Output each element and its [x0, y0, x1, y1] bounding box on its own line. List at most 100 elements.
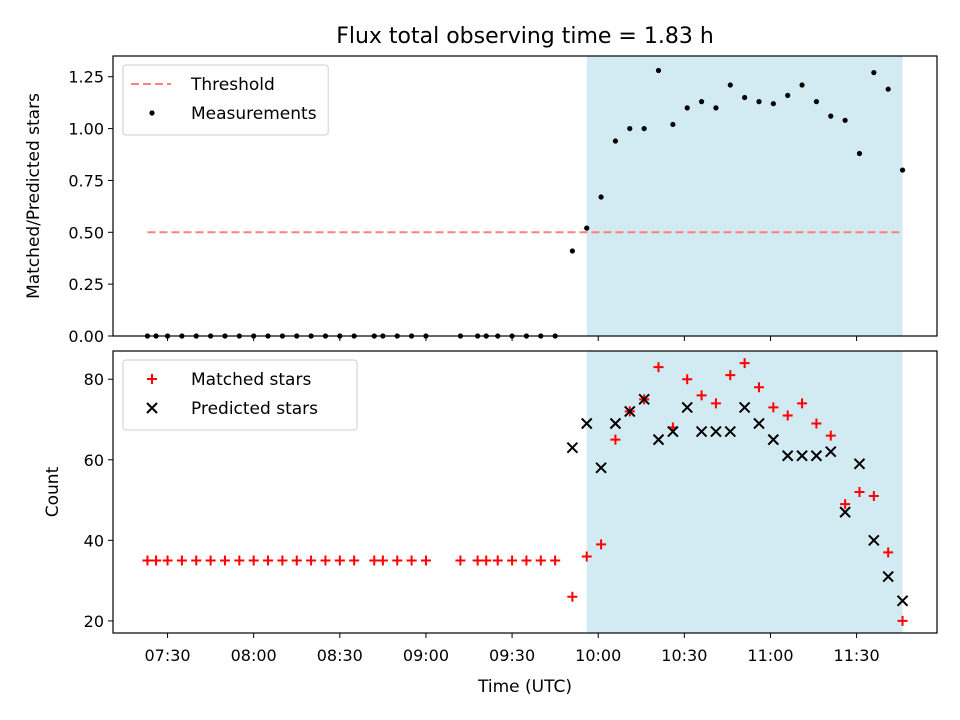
y-tick-label: 0.00	[68, 327, 104, 346]
data-point	[142, 555, 153, 566]
data-point	[567, 591, 578, 602]
data-point	[785, 92, 791, 99]
y-tick-label: 60	[84, 451, 104, 470]
data-point	[248, 555, 259, 566]
data-point	[624, 405, 636, 418]
data-point	[151, 555, 162, 566]
data-point	[627, 125, 633, 132]
data-point	[610, 434, 621, 445]
data-point	[899, 167, 906, 173]
x-tick-label: 08:00	[231, 646, 277, 665]
data-point	[868, 491, 879, 502]
data-point	[507, 555, 518, 566]
data-point	[710, 398, 721, 409]
y-tick-label: 40	[84, 531, 104, 550]
data-point	[596, 539, 607, 550]
data-point	[883, 547, 894, 558]
data-point	[856, 150, 863, 157]
data-point	[263, 555, 274, 566]
data-point	[472, 555, 483, 566]
observing-window-shade	[586, 351, 903, 633]
data-point	[695, 425, 708, 438]
data-point	[696, 390, 707, 401]
data-point	[176, 555, 187, 566]
legend-label: Matched stars	[191, 370, 311, 390]
axes-frame	[112, 55, 938, 337]
data-point	[377, 555, 388, 566]
data-point	[825, 430, 836, 441]
data-point	[682, 374, 693, 385]
data-point	[581, 551, 592, 562]
data-point	[782, 410, 793, 421]
data-point	[681, 401, 693, 414]
data-point	[684, 105, 690, 111]
series-predicted-stars	[566, 393, 909, 607]
top-panel: 0.00 0.25 0.50 0.75 1.00 1.25 Matched/Predicte…	[24, 55, 938, 346]
data-point	[369, 555, 380, 566]
y-tick-label: 1.25	[68, 68, 104, 87]
data-point	[277, 555, 288, 566]
y-tick-label: 0.25	[68, 275, 104, 294]
data-point	[742, 94, 748, 101]
data-point	[320, 555, 331, 566]
data-point	[641, 125, 647, 132]
data-point	[219, 555, 230, 566]
data-point	[840, 499, 851, 510]
y-tick-label: 0.50	[68, 223, 104, 242]
data-point	[768, 402, 779, 413]
data-point	[724, 425, 736, 438]
data-point	[727, 82, 733, 88]
data-point	[609, 417, 622, 430]
data-point	[569, 248, 575, 254]
data-point	[738, 401, 751, 414]
data-point	[420, 555, 431, 566]
data-point	[796, 450, 808, 462]
data-point	[871, 69, 877, 76]
x-tick-label: 08:30	[317, 646, 363, 665]
data-point	[810, 450, 823, 462]
data-point	[868, 534, 880, 547]
data-point	[670, 121, 676, 128]
data-point	[781, 450, 794, 462]
x-tick-label: 07:30	[144, 646, 190, 665]
data-point	[205, 555, 216, 566]
data-point	[828, 113, 834, 119]
data-point	[885, 86, 891, 92]
y-tick-label: 1.00	[68, 120, 104, 139]
data-point	[162, 555, 173, 566]
data-point	[853, 458, 866, 470]
data-point	[854, 487, 865, 497]
x-tick-label: 11:00	[747, 646, 793, 665]
data-point	[839, 506, 851, 518]
data-point	[797, 398, 808, 409]
x-tick-label: 11:30	[834, 646, 880, 665]
data-point	[710, 425, 722, 438]
data-point	[653, 362, 664, 373]
bottom-panel: 20 40 60 80 07:30 08:00 08:30 09:00 09:30 10:00 10…	[43, 350, 938, 665]
data-point	[481, 555, 492, 566]
data-point	[392, 555, 403, 566]
data-point	[492, 555, 503, 566]
x-tick-label: 09:00	[403, 646, 449, 665]
data-point	[753, 417, 765, 430]
x-tick-label: 10:30	[661, 646, 707, 665]
y-tick-label: 20	[84, 612, 104, 631]
x-tick-label: 09:30	[489, 646, 535, 665]
legend-box	[122, 359, 358, 431]
data-point	[770, 101, 776, 107]
data-point	[698, 99, 705, 105]
legend-swatch	[146, 402, 158, 414]
legend-box	[122, 64, 329, 136]
data-point	[598, 194, 604, 200]
data-point	[535, 555, 546, 566]
data-point	[739, 358, 750, 369]
y-axis-label: Matched/Predicted stars	[24, 93, 44, 299]
data-point	[896, 595, 909, 607]
data-point	[566, 441, 579, 454]
x-tick-label: 10:00	[575, 646, 621, 665]
legend: Matched stars Predicted stars	[122, 359, 358, 431]
data-point	[584, 225, 590, 231]
data-point	[667, 425, 679, 438]
data-point	[897, 615, 908, 626]
